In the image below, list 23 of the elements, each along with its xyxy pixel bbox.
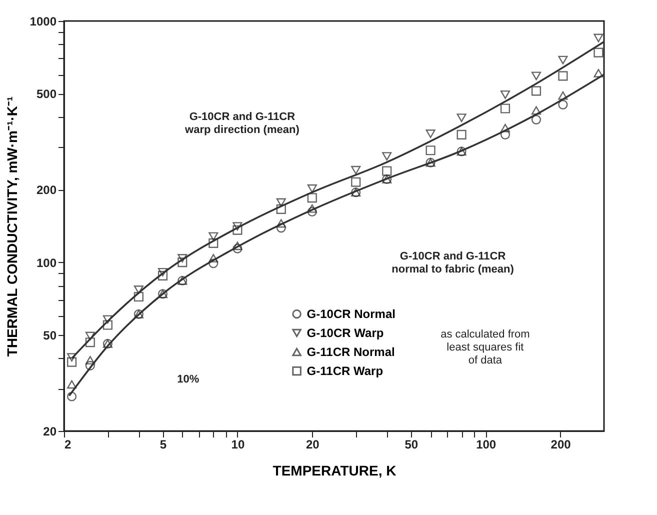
x-tick-label: 20: [306, 438, 320, 452]
legend-label: G-11CR Normal: [306, 345, 395, 359]
y-tick-label: 50: [43, 328, 57, 342]
x-tick-label: 200: [550, 438, 572, 452]
x-tick-label: 5: [160, 438, 167, 452]
legend-label: G-10CR Warp: [306, 326, 384, 340]
legend-label: G-10CR Normal: [306, 307, 396, 321]
annotation: G-10CR and G-11CR normal to fabric (mean): [392, 250, 514, 276]
annotation: as calculated from least squares fit of data: [440, 328, 530, 366]
x-tick-label: 50: [404, 438, 418, 452]
y-tick-label: 200: [36, 183, 57, 198]
y-tick-label: 500: [36, 87, 57, 102]
x-tick-label: 2: [64, 438, 72, 452]
y-tick-label: 100: [36, 256, 57, 270]
x-tick-label: 10: [231, 438, 245, 452]
annotation: 10%: [177, 374, 200, 386]
x-tick-label: 100: [476, 438, 496, 452]
x-axis-title: TEMPERATURE, K: [272, 462, 396, 478]
y-tick-label: 1000: [30, 14, 57, 28]
y-tick-label: 20: [43, 424, 57, 438]
annotation: G-10CR and G-11CR warp direction (mean): [184, 111, 300, 136]
legend-label: G-11CR Warp: [306, 364, 384, 378]
y-axis-title: THERMAL CONDUCTIVITY, mW·m⁻¹·K⁻¹: [4, 96, 20, 357]
